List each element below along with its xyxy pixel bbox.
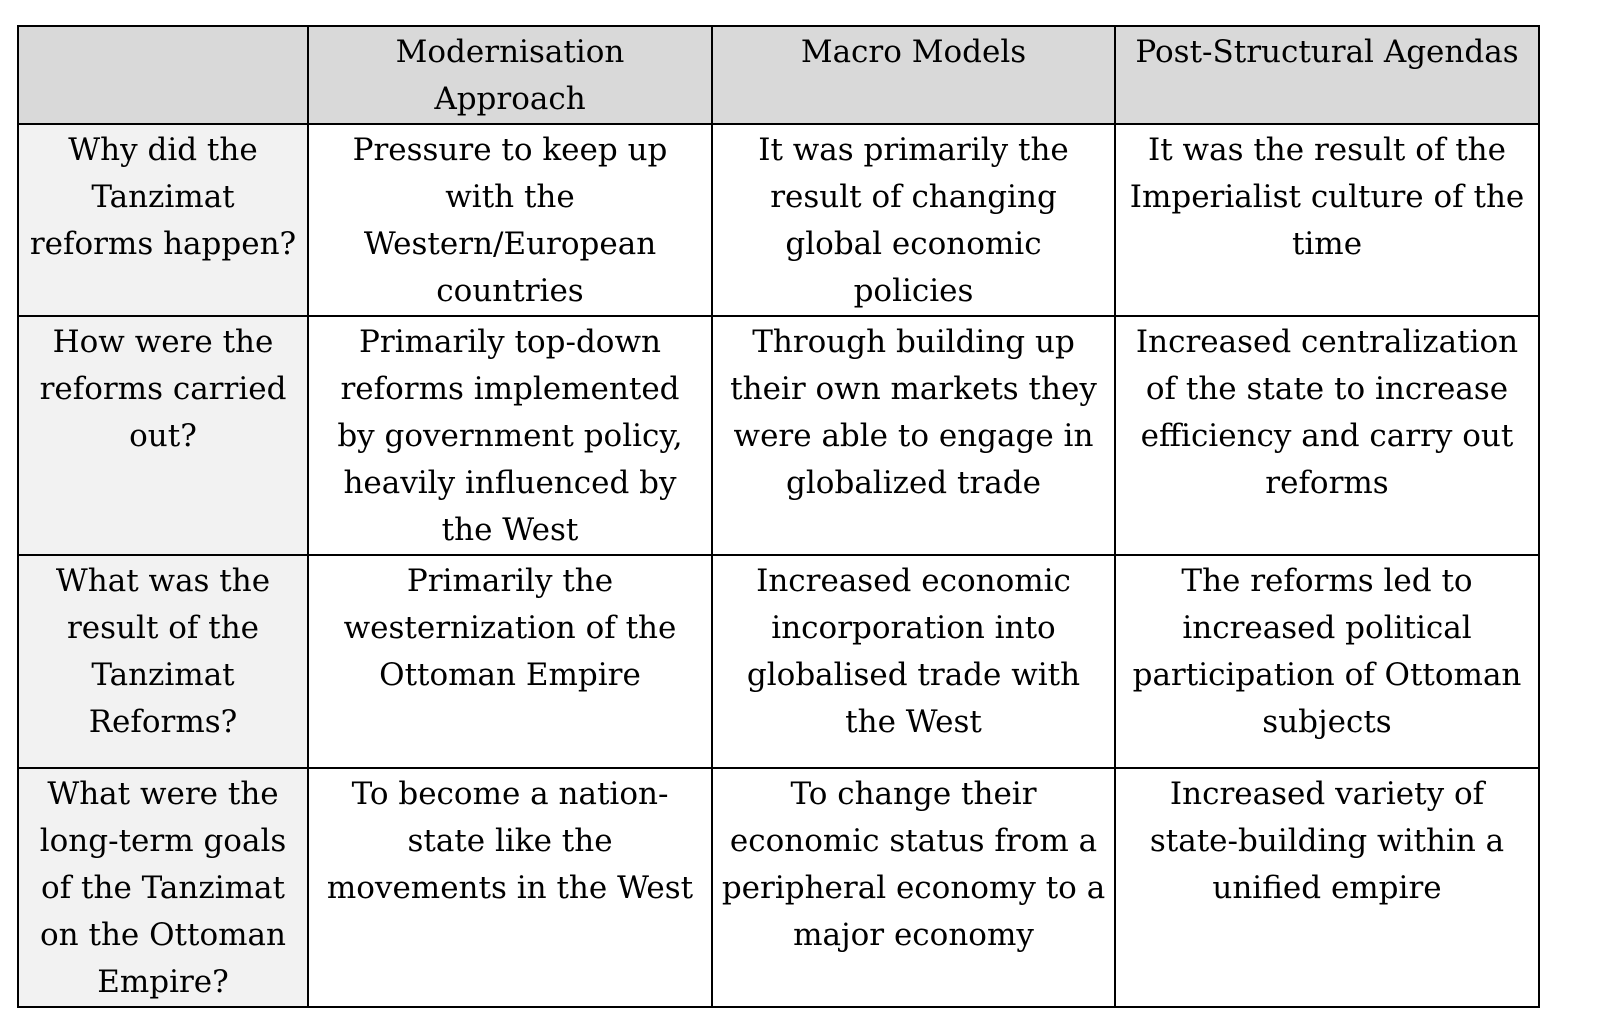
table-row: Why did the Tanzimat reforms happen? Pre… (17, 123, 1540, 317)
row-question: What were the long-term goals of the Tan… (39, 776, 287, 1000)
table-cell: It was primarily the result of changing … (711, 123, 1116, 317)
table-cell: Primarily top-down reforms implemented b… (307, 315, 713, 556)
cell-text: Pressure to keep up with the Western/Eur… (352, 132, 668, 309)
table-row: What were the long-term goals of the Tan… (17, 767, 1540, 1008)
table-cell: Primarily the westernization of the Otto… (307, 554, 713, 769)
table-cell: Increased economic incorporation into gl… (711, 554, 1116, 769)
header-label: Post-Structural Agendas (1135, 34, 1519, 70)
header-label: Macro Models (800, 34, 1027, 70)
header-modernisation: Modernisation Approach (307, 25, 713, 125)
table-row: How were the reforms carried out? Primar… (17, 315, 1540, 556)
row-question-cell: Why did the Tanzimat reforms happen? (17, 123, 309, 317)
header-corner-cell (17, 25, 309, 125)
row-question: What was the result of the Tanzimat Refo… (55, 563, 271, 740)
row-question-cell: What was the result of the Tanzimat Refo… (17, 554, 309, 769)
table-cell: Increased variety of state-building with… (1114, 767, 1540, 1008)
table-cell: It was the result of the Imperialist cul… (1114, 123, 1540, 317)
header-row: Modernisation Approach Macro Models Post… (17, 25, 1540, 125)
table-cell: To become a nation-state like the moveme… (307, 767, 713, 1008)
table-cell: Increased centralization of the state to… (1114, 315, 1540, 556)
header-label: Modernisation Approach (395, 34, 625, 117)
table-cell: Pressure to keep up with the Western/Eur… (307, 123, 713, 317)
header-macro-models: Macro Models (711, 25, 1116, 125)
cell-text: Through building up their own markets th… (730, 324, 1097, 501)
comparison-table: Modernisation Approach Macro Models Post… (17, 25, 1540, 1008)
cell-text: To change their economic status from a p… (721, 776, 1106, 953)
table-cell: The reforms led to increased political p… (1114, 554, 1540, 769)
header-post-structural: Post-Structural Agendas (1114, 25, 1540, 125)
table-row: What was the result of the Tanzimat Refo… (17, 554, 1540, 769)
cell-text: It was the result of the Imperialist cul… (1129, 132, 1525, 262)
row-question: How were the reforms carried out? (39, 324, 287, 454)
row-question: Why did the Tanzimat reforms happen? (29, 132, 297, 262)
row-question-cell: What were the long-term goals of the Tan… (17, 767, 309, 1008)
cell-text: Increased economic incorporation into gl… (746, 563, 1081, 740)
cell-text: Increased variety of state-building with… (1149, 776, 1505, 906)
cell-text: To become a nation-state like the moveme… (326, 776, 694, 906)
cell-text: Primarily top-down reforms implemented b… (337, 324, 683, 548)
cell-text: Primarily the westernization of the Otto… (343, 563, 677, 693)
cell-text: It was primarily the result of changing … (758, 132, 1069, 309)
table-cell: To change their economic status from a p… (711, 767, 1116, 1008)
cell-text: The reforms led to increased political p… (1132, 563, 1522, 740)
cell-text: Increased centralization of the state to… (1135, 324, 1519, 501)
row-question-cell: How were the reforms carried out? (17, 315, 309, 556)
table-cell: Through building up their own markets th… (711, 315, 1116, 556)
